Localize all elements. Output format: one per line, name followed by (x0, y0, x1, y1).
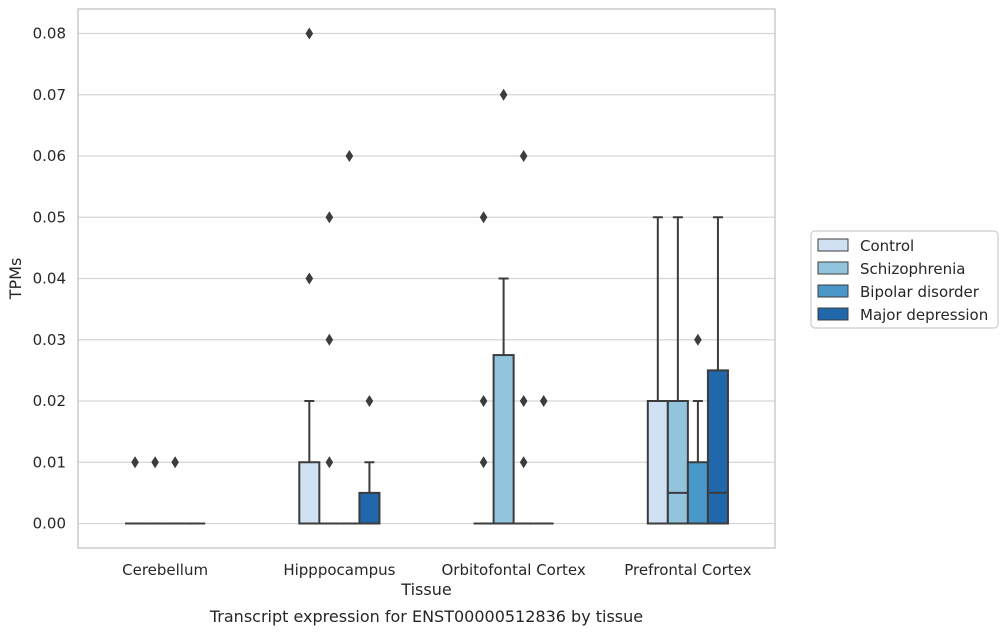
outlier-point (539, 395, 548, 407)
outlier-point (519, 395, 528, 407)
y-tick-label: 0.01 (33, 453, 66, 471)
legend-swatch (817, 307, 849, 321)
y-tick-label: 0.03 (33, 331, 66, 349)
legend-swatch (817, 284, 849, 298)
box-1-3 (358, 395, 381, 525)
box-body (706, 369, 729, 525)
outlier-point (499, 88, 508, 101)
outlier-point (171, 456, 179, 469)
y-tick-label: 0.04 (33, 270, 66, 288)
outlier-point (479, 456, 488, 469)
legend-swatch (817, 238, 849, 252)
plot-frame (77, 8, 776, 549)
box-3-0 (646, 216, 669, 525)
box-2-2 (513, 150, 534, 525)
x-axis-label: Tissue (400, 580, 451, 599)
box-body (298, 461, 321, 525)
box-body (666, 400, 689, 525)
outlier-point (305, 27, 314, 40)
outlier-point (519, 150, 528, 162)
outlier-point (479, 211, 488, 224)
legend: Control Schizophrenia Bipolar disorder Majo… (810, 230, 999, 329)
legend-frame (810, 230, 999, 329)
box-body (646, 400, 669, 525)
box-groups (125, 27, 729, 525)
y-tick-label: 0.00 (33, 515, 66, 533)
y-tick-label: 0.05 (33, 208, 66, 226)
box-2-0 (473, 211, 494, 525)
outlier-point (305, 272, 314, 285)
box-0-1 (145, 456, 166, 525)
outlier-point (519, 456, 528, 469)
x-axis-ticks: Cerebellum Hipppocampus Orbitofontal Corte… (122, 561, 751, 579)
y-axis-label: TPMs (6, 258, 25, 301)
outlier-point (325, 333, 334, 346)
legend-label: Schizophrenia (860, 260, 965, 278)
outlier-point (131, 456, 139, 469)
legend-label: Bipolar disorder (860, 283, 980, 301)
outlier-point (325, 456, 334, 469)
y-tick-label: 0.06 (33, 147, 66, 165)
y-tick-label: 0.08 (33, 25, 66, 43)
box-1-0 (298, 27, 321, 525)
x-tick-label: Hipppocampus (283, 561, 395, 579)
grid-lines (78, 32, 775, 525)
box-body (686, 461, 709, 525)
box-body (492, 354, 515, 525)
outlier-point (345, 150, 354, 162)
legend-label: Major depression (860, 306, 988, 324)
chart-caption: Transcript expression for ENST0000051283… (209, 607, 643, 626)
box-3-3 (706, 216, 729, 525)
outlier-point (151, 456, 159, 469)
box-1-2 (339, 150, 360, 525)
outlier-point (365, 395, 374, 407)
outlier-point (694, 333, 702, 346)
y-axis-ticks: 0.00 0.01 0.02 0.03 0.04 0.05 0.06 0.07 0.08 (33, 25, 66, 533)
box-0-0 (125, 456, 146, 525)
x-tick-label: Cerebellum (122, 561, 208, 579)
legend-label: Control (860, 237, 914, 255)
box-3-2 (686, 333, 709, 525)
box-3-1 (666, 216, 689, 525)
outlier-point (325, 211, 334, 224)
box-0-2 (165, 456, 186, 525)
x-tick-label: Orbitofontal Cortex (442, 561, 586, 579)
x-tick-label: Prefrontal Cortex (624, 561, 751, 579)
box-1-1 (319, 211, 340, 525)
legend-swatch (817, 261, 849, 275)
box-2-1 (492, 88, 515, 525)
y-tick-label: 0.07 (33, 86, 66, 104)
box-body (358, 491, 381, 525)
outlier-point (479, 395, 488, 407)
box-2-3 (533, 395, 554, 525)
y-tick-label: 0.02 (33, 392, 66, 410)
